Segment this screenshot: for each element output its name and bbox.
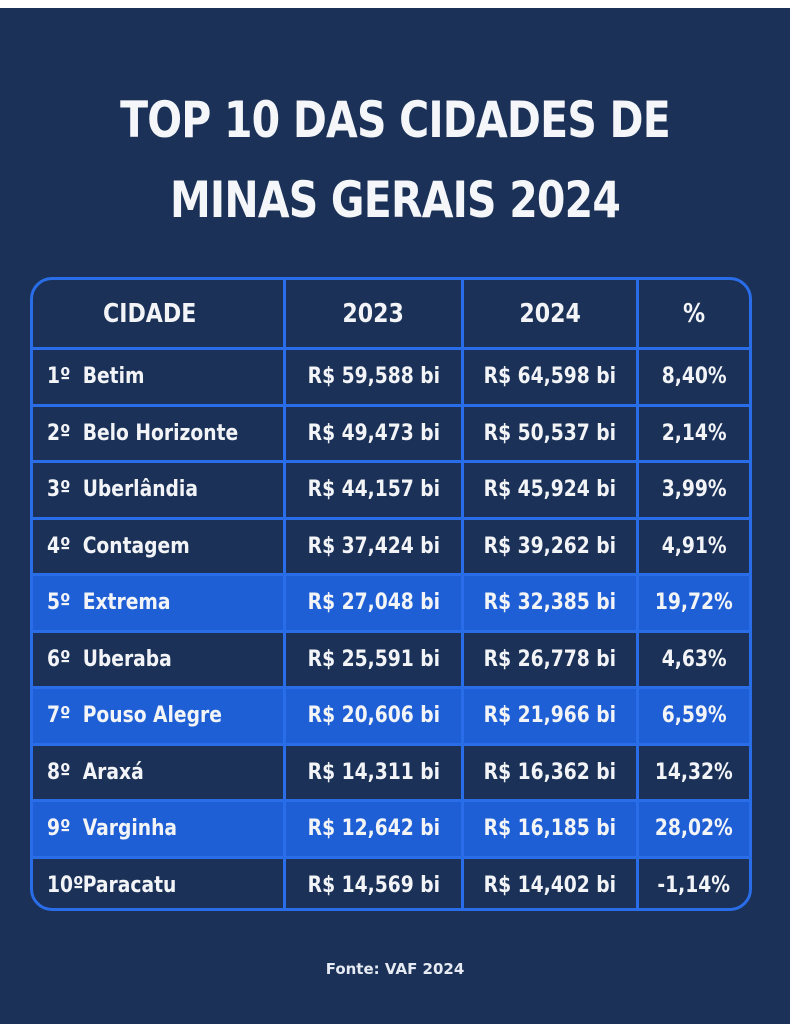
- table-row: 3º Uberlândia R$ 44,157 bi R$ 45,924 bi 3,99…: [33, 460, 749, 517]
- value-2023: R$ 59,588 bi: [282, 350, 461, 404]
- city-name: Extrema: [82, 590, 171, 616]
- table-row: 4º Contagem R$ 37,424 bi R$ 39,262 bi 4,91%: [33, 516, 749, 574]
- city-name: Uberaba: [82, 646, 172, 672]
- table-row: 9º Varginha R$ 12,642 bi R$ 16,185 bi 28,02%: [33, 799, 749, 856]
- rank: 7º: [47, 703, 71, 729]
- value-2023: R$ 44,157 bi: [282, 463, 461, 517]
- rank: 5º: [47, 590, 71, 616]
- city-name: Paracatu: [82, 872, 177, 898]
- city-cell: 9º Varginha: [33, 802, 283, 856]
- growth-percent: 3,99%: [635, 463, 749, 517]
- value-2024: R$ 45,924 bi: [461, 463, 636, 517]
- rank: 3º: [47, 477, 71, 503]
- growth-percent: 8,40%: [635, 350, 749, 404]
- ranking-table: CIDADE 2023 2024 % 1º Betim R$ 59,588 bi R$…: [30, 277, 752, 911]
- value-2024: R$ 16,362 bi: [461, 745, 636, 799]
- value-2023: R$ 49,473 bi: [282, 406, 461, 460]
- table-row: 5º Extrema R$ 27,048 bi R$ 32,385 bi 19,72%: [33, 573, 749, 630]
- city-name: Contagem: [82, 533, 190, 559]
- title-line-2: MINAS GERAIS 2024: [169, 171, 621, 229]
- table-header-row: CIDADE 2023 2024 %: [33, 280, 749, 347]
- city-cell: 7º Pouso Alegre: [33, 689, 283, 743]
- growth-percent: 14,32%: [635, 745, 749, 799]
- table-row: 6º Uberaba R$ 25,591 bi R$ 26,778 bi 4,63%: [33, 629, 749, 687]
- value-2024: R$ 64,598 bi: [461, 350, 636, 404]
- value-2023: R$ 14,569 bi: [282, 858, 461, 908]
- growth-percent: 2,14%: [635, 406, 749, 460]
- table-row: 2º Belo Horizonte R$ 49,473 bi R$ 50,537 bi…: [33, 403, 749, 461]
- value-2023: R$ 20,606 bi: [282, 689, 461, 743]
- rank: 4º: [47, 533, 71, 559]
- city-name: Uberlândia: [82, 477, 198, 503]
- city-cell: 1º Betim: [33, 350, 283, 404]
- value-2024: R$ 26,778 bi: [461, 632, 636, 686]
- value-2023: R$ 12,642 bi: [282, 802, 461, 856]
- growth-percent: 28,02%: [635, 802, 749, 856]
- rank: 9º: [47, 816, 71, 842]
- rank: 2º: [47, 420, 71, 446]
- growth-percent: 6,59%: [635, 689, 749, 743]
- value-2024: R$ 39,262 bi: [461, 519, 636, 573]
- city-cell: 10ºParacatu: [33, 859, 283, 909]
- rank: 10º: [47, 872, 84, 898]
- table-row: 7º Pouso Alegre R$ 20,606 bi R$ 21,966 bi 6,…: [33, 686, 749, 743]
- header-2023: 2023: [282, 280, 462, 347]
- table-row: 8º Araxá R$ 14,311 bi R$ 16,362 bi 14,32%: [33, 742, 749, 800]
- source-note: Fonte: VAF 2024: [325, 960, 465, 978]
- growth-percent: 4,63%: [635, 632, 749, 686]
- header-2024: 2024: [461, 280, 636, 347]
- city-name: Betim: [82, 364, 145, 390]
- value-2024: R$ 21,966 bi: [461, 689, 636, 743]
- value-2023: R$ 37,424 bi: [282, 519, 461, 573]
- city-name: Varginha: [82, 816, 178, 842]
- rank: 6º: [47, 646, 71, 672]
- value-2023: R$ 27,048 bi: [282, 576, 461, 630]
- value-2023: R$ 14,311 bi: [282, 745, 461, 799]
- title: TOP 10 DAS CIDADES DE MINAS GERAIS 2024: [71, 80, 719, 240]
- title-line-1: TOP 10 DAS CIDADES DE: [120, 91, 671, 149]
- city-cell: 8º Araxá: [33, 746, 283, 800]
- header-percent: %: [635, 280, 749, 347]
- rank: 1º: [47, 364, 71, 390]
- rank: 8º: [47, 759, 71, 785]
- growth-percent: 19,72%: [635, 576, 749, 630]
- value-2024: R$ 50,537 bi: [461, 406, 636, 460]
- city-cell: 3º Uberlândia: [33, 463, 283, 517]
- value-2024: R$ 16,185 bi: [461, 802, 636, 856]
- city-name: Belo Horizonte: [82, 420, 239, 446]
- city-cell: 2º Belo Horizonte: [33, 407, 283, 461]
- infographic: TOP 10 DAS CIDADES DE MINAS GERAIS 2024 …: [0, 8, 790, 1024]
- table-row: 1º Betim R$ 59,588 bi R$ 64,598 bi 8,40%: [33, 347, 749, 404]
- city-cell: 4º Contagem: [33, 520, 283, 574]
- growth-percent: 4,91%: [635, 519, 749, 573]
- growth-percent: -1,14%: [635, 858, 749, 908]
- value-2024: R$ 14,402 bi: [461, 858, 636, 908]
- value-2023: R$ 25,591 bi: [282, 632, 461, 686]
- value-2024: R$ 32,385 bi: [461, 576, 636, 630]
- city-cell: 6º Uberaba: [33, 633, 283, 687]
- header-cidade: CIDADE: [103, 298, 197, 329]
- table-row: 10ºParacatu R$ 14,569 bi R$ 14,402 bi -1,14…: [33, 855, 749, 909]
- city-cell: 5º Extrema: [33, 576, 283, 630]
- city-name: Pouso Alegre: [82, 703, 222, 729]
- city-name: Araxá: [82, 759, 144, 785]
